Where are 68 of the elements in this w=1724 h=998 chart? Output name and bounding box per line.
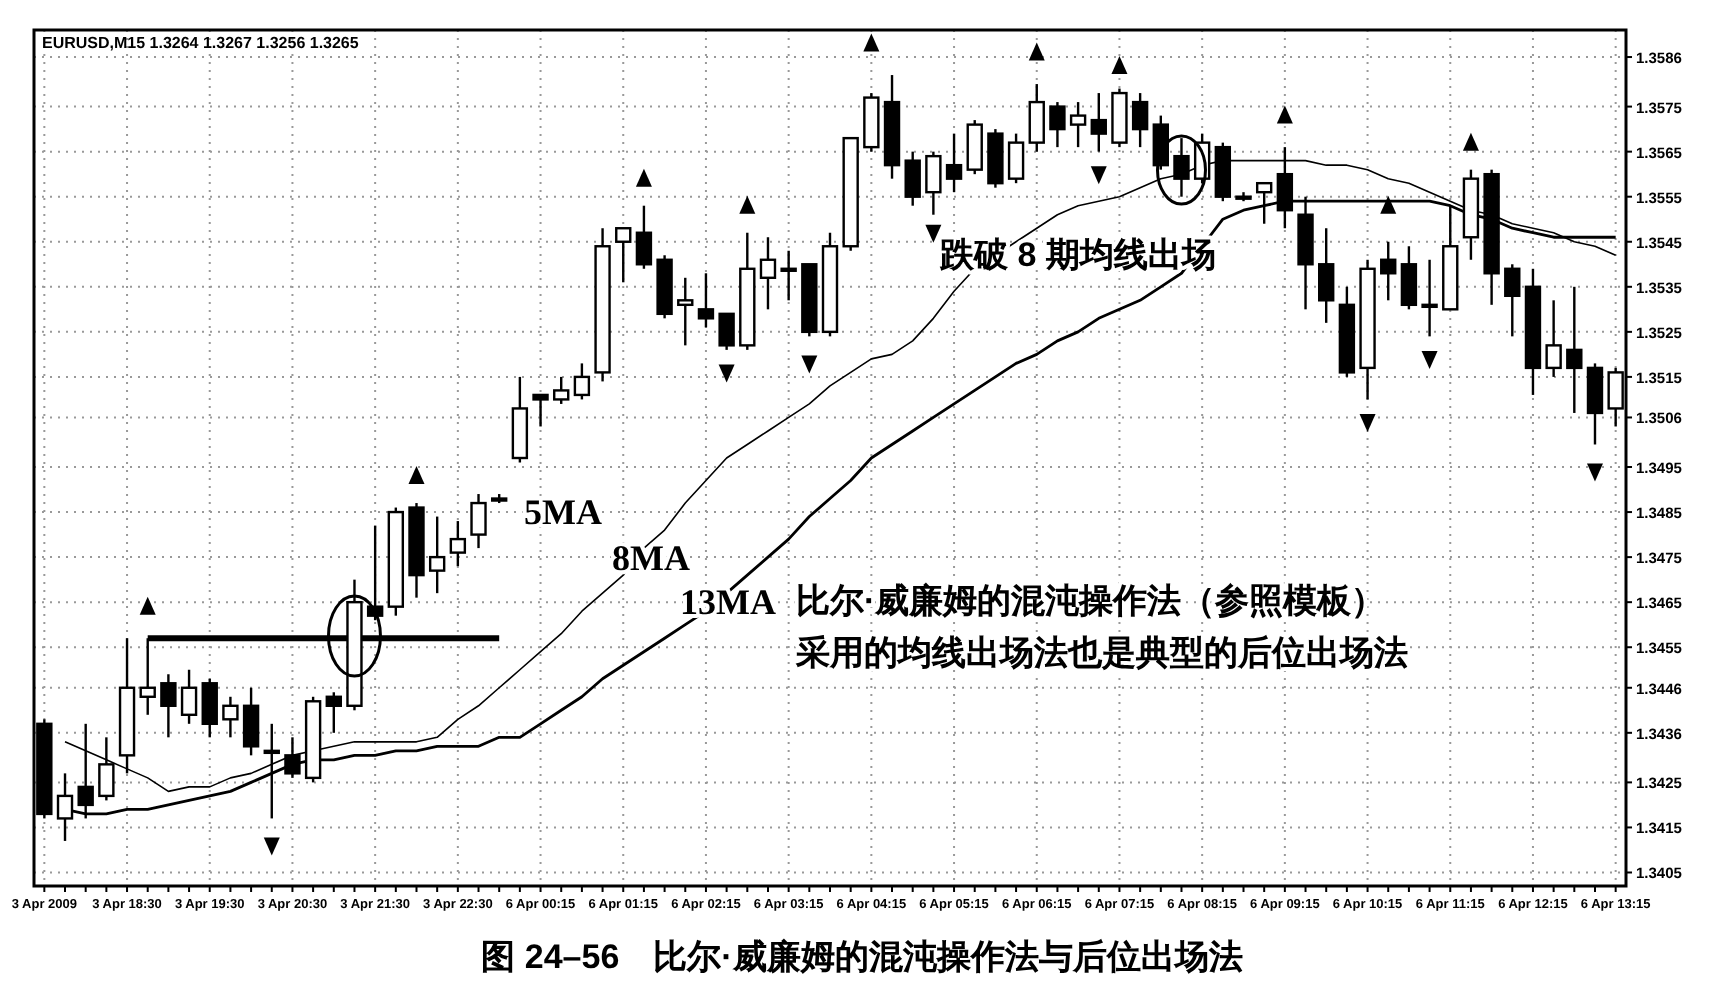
- candlestick: [966, 118, 983, 176]
- candlestick: [449, 519, 467, 568]
- candlestick: [77, 722, 94, 820]
- point: [1111, 56, 1128, 75]
- candlestick: [780, 249, 797, 302]
- chart-subtitle: EURUSD,M15 1.3264 1.3267 1.3256 1.3265: [42, 34, 360, 52]
- point: [801, 355, 818, 374]
- point: [1462, 132, 1479, 151]
- point: [1276, 105, 1293, 124]
- point: [1380, 195, 1397, 214]
- candlestick: [242, 686, 260, 757]
- annotation: 5MA: [524, 492, 602, 532]
- candlestick: [160, 673, 177, 739]
- candlestick: [1007, 132, 1025, 185]
- candlestick: [1318, 227, 1335, 325]
- candlestick: [553, 375, 570, 406]
- candlestick: [180, 668, 198, 726]
- candlestick: [263, 722, 280, 820]
- candlestick: [98, 736, 115, 802]
- point: [139, 596, 156, 615]
- candlestick: [1421, 258, 1438, 338]
- candlestick: [1400, 245, 1418, 311]
- candlestick: [1545, 299, 1562, 379]
- candlestick: [677, 276, 694, 347]
- candlestick: [1380, 240, 1397, 302]
- candlestick: [56, 772, 74, 843]
- point: [1421, 350, 1438, 369]
- candlestick: [925, 150, 942, 216]
- point: [925, 224, 942, 243]
- text: 图 24–56 比尔·威廉姆的混沌操作法与后位出场法: [481, 938, 1243, 976]
- candlestick: [325, 691, 342, 735]
- candlestick: [139, 637, 156, 716]
- candlestick: [1566, 285, 1583, 415]
- candlestick: [222, 695, 239, 739]
- candlestick: [284, 736, 301, 780]
- candlestick: [1504, 263, 1521, 338]
- candlestick: [1586, 362, 1604, 446]
- candlestick: [635, 204, 653, 270]
- candlestick: [615, 227, 632, 284]
- candlestick: [718, 312, 735, 352]
- annotation: 比尔·威廉姆的混沌操作法（参照模板）: [796, 582, 1386, 620]
- candlestick: [759, 236, 777, 311]
- candlestick: [573, 362, 591, 401]
- candlestick: [201, 677, 218, 739]
- point: [635, 168, 652, 187]
- point: [1028, 42, 1045, 61]
- candlestick: [428, 515, 446, 595]
- point: [863, 33, 880, 52]
- candlestick: [1028, 82, 1045, 153]
- point: [739, 195, 756, 214]
- candlestick: [1131, 91, 1149, 149]
- candlestick: [532, 393, 549, 428]
- annotation: 采用的均线出场法也是典型的后位出场法: [796, 634, 1408, 672]
- point: [1586, 463, 1603, 482]
- candlestick: [470, 492, 487, 550]
- point: [718, 364, 735, 383]
- point: [1359, 413, 1376, 432]
- candlestick: [697, 272, 715, 329]
- point: [408, 466, 425, 485]
- point: [1090, 166, 1107, 185]
- candlestick: [1276, 145, 1294, 230]
- candlestick: [1090, 91, 1107, 153]
- point: [263, 837, 280, 856]
- candlestick: [1255, 181, 1273, 225]
- candlestick: [945, 132, 963, 194]
- candlestick: [1069, 100, 1087, 149]
- candlestick: [1049, 100, 1066, 149]
- candlestick: [904, 150, 921, 207]
